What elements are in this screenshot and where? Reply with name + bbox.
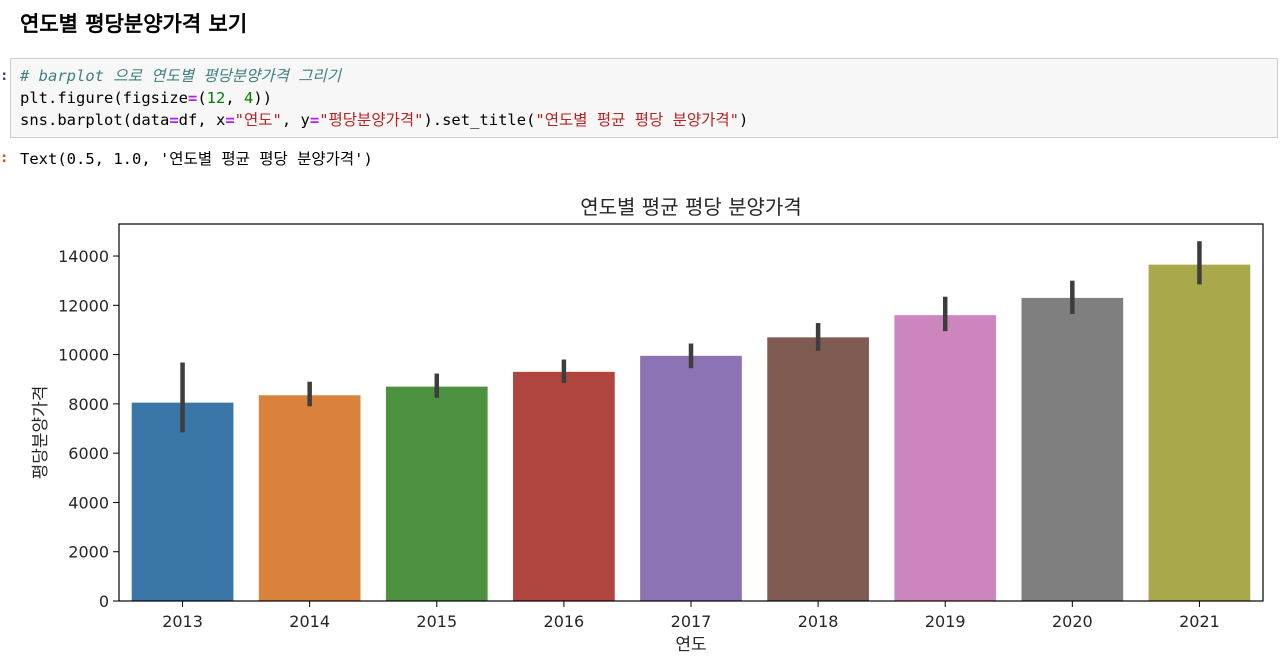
code-line-2: plt.figure(figsize=(12, 4))	[20, 89, 273, 107]
bar-2021	[1148, 264, 1251, 601]
x-tick-label: 2014	[289, 612, 330, 631]
y-tick-label: 10000	[58, 346, 109, 365]
y-tick-label: 2000	[68, 543, 109, 562]
bar-2018	[767, 337, 869, 601]
output-text: Text(0.5, 1.0, '연도별 평균 평당 분양가격')	[20, 150, 373, 168]
x-tick-label: 2021	[1179, 612, 1220, 631]
output-prompt-marker: :	[0, 150, 9, 166]
chart-title: 연도별 평균 평당 분양가격	[580, 195, 801, 219]
y-tick-label: 8000	[68, 395, 109, 414]
x-tick-label: 2020	[1052, 612, 1093, 631]
x-tick-label: 2019	[925, 612, 966, 631]
bar-chart: 연도별 평균 평당 분양가격 0 2000 4000 6000 8000 10000 1200…	[31, 195, 1264, 655]
x-tick-label: 2013	[162, 612, 203, 631]
x-tick-label: 2018	[798, 612, 839, 631]
bar-2016	[513, 371, 615, 601]
bar-2014	[258, 395, 361, 601]
x-tick-label: 2016	[544, 612, 585, 631]
bar-2013	[131, 402, 234, 601]
code-comment: # barplot 으로 연도별 평당분양가격 그리기	[20, 67, 341, 85]
bar-2017	[640, 355, 742, 601]
bar-2015	[385, 386, 488, 601]
y-tick-label: 6000	[68, 444, 109, 463]
x-tick-label: 2015	[416, 612, 457, 631]
input-prompt-marker: :	[0, 68, 9, 84]
x-axis-label: 연도	[675, 635, 706, 655]
y-tick-label: 12000	[58, 296, 109, 315]
section-heading: 연도별 평당분양가격 보기	[20, 12, 248, 36]
y-tick-label: 4000	[68, 493, 109, 512]
code-cell[interactable]: # barplot 으로 연도별 평당분양가격 그리기 plt.figure(f…	[10, 58, 1278, 138]
code-line-3: sns.barplot(data=df, x="연도", y="평당분양가격")…	[20, 111, 749, 129]
y-tick-label: 0	[99, 592, 109, 611]
y-tick-label: 14000	[58, 247, 109, 266]
x-tick-label: 2017	[671, 612, 712, 631]
code-editor[interactable]: # barplot 으로 연도별 평당분양가격 그리기 plt.figure(f…	[20, 65, 748, 131]
bar-2020	[1021, 297, 1124, 601]
bar-2019	[894, 315, 997, 601]
y-axis-label: 평당분양가격	[31, 386, 51, 480]
